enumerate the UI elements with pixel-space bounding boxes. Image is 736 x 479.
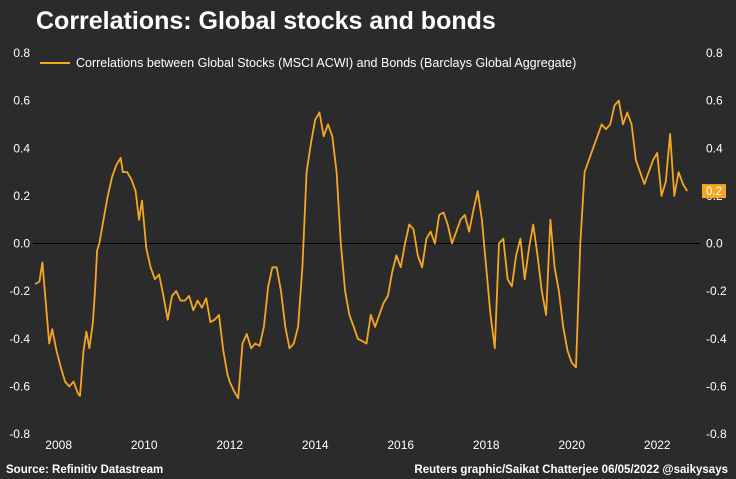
last-value-badge: 0.2 [702,184,726,199]
last-value-box [702,184,726,199]
y-tick-label-left: 0.8 [13,46,30,60]
y-tick-label-left: 0.2 [13,189,30,203]
x-tick-label: 2016 [387,438,414,452]
x-tick-label: 2022 [644,438,671,452]
chart-title: Correlations: Global stocks and bonds [36,7,496,35]
y-tick-label-right: 0.8 [706,46,723,60]
series-line [34,99,688,400]
source-note: Source: Refinitiv Datastream [6,464,163,476]
y-tick-label-right: -0.6 [706,379,727,393]
x-tick-label: 2008 [45,438,72,452]
y-tick-label-left: -0.2 [9,284,30,298]
x-tick-label: 2012 [216,438,243,452]
y-tick-label-right: 0.4 [706,141,723,155]
y-tick-label-left: 0.0 [13,237,30,251]
y-tick-label-left: -0.8 [9,427,30,441]
y-axis-right: 0.8 0.6 0.4 0.2 0.0 -0.2 -0.4 -0.6 -0.8 [706,46,727,441]
x-tick-label: 2010 [131,438,158,452]
y-tick-label-left: -0.4 [9,332,30,346]
y-tick-label-right: 0.0 [706,237,723,251]
credit-note: Reuters graphic/Saikat Chatterjee 06/05/… [414,464,728,476]
y-tick-label-right: -0.2 [706,284,727,298]
legend-label: Correlations between Global Stocks (MSCI… [76,56,576,70]
x-axis: 2008 2010 2012 2014 2016 2018 2020 2022 [45,438,671,452]
y-tick-label-left: 0.4 [13,141,30,155]
x-tick-label: 2014 [302,438,329,452]
y-axis-left: 0.8 0.6 0.4 0.2 0.0 -0.2 -0.4 -0.6 -0.8 [9,46,30,441]
x-tick-label: 2020 [558,438,585,452]
y-tick-label-left: -0.6 [9,379,30,393]
last-value-label: 0.2 [706,186,722,198]
y-tick-label-right: -0.4 [706,332,727,346]
y-tick-label-right: 0.6 [706,94,723,108]
y-tick-label-left: 0.6 [13,94,30,108]
y-tick-label-right: -0.8 [706,427,727,441]
legend: Correlations between Global Stocks (MSCI… [40,56,576,70]
x-tick-label: 2018 [473,438,500,452]
